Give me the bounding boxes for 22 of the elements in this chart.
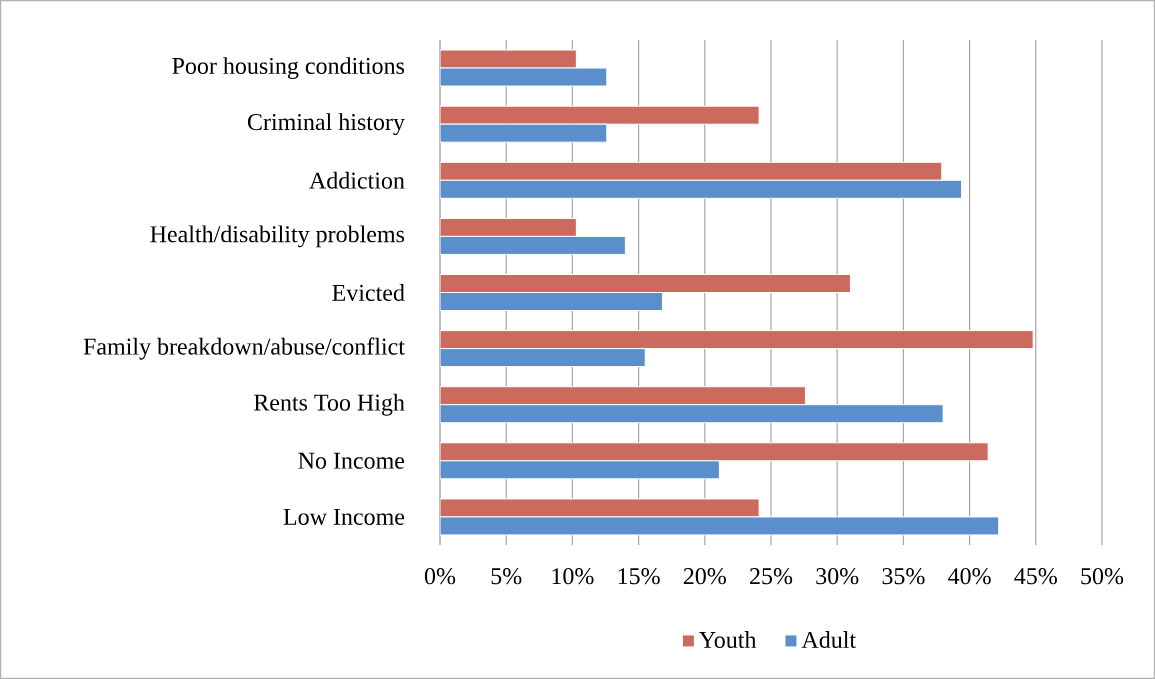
- y-tick-label: Addiction: [309, 171, 405, 189]
- x-tick-label: 15%: [618, 568, 660, 585]
- y-tick-label: Criminal history: [247, 113, 405, 136]
- x-tick-label: 25%: [750, 568, 793, 585]
- y-tick-label: Family breakdown/abuse/conflict: [83, 337, 405, 360]
- y-tick-label: No Income: [298, 452, 405, 469]
- x-tick-label: 50%: [1081, 568, 1124, 585]
- x-tick-label: 5%: [491, 568, 522, 585]
- x-tick-label: 40%: [948, 568, 991, 585]
- y-tick-label: Health/disability problems: [150, 225, 405, 248]
- x-tick-label: 30%: [816, 568, 859, 585]
- y-tick-label: Evicted: [332, 284, 405, 301]
- x-tick-label: 0%: [424, 568, 456, 585]
- x-tick-label: 45%: [1014, 568, 1057, 585]
- legend-label: Youth: [699, 631, 757, 648]
- x-tick-label: 10%: [552, 568, 594, 585]
- y-tick-label: Poor housing conditions: [172, 57, 405, 79]
- y-tick-label: Rents Too High: [253, 393, 405, 416]
- y-tick-label: Low Income: [283, 508, 405, 525]
- x-tick-label: 20%: [683, 568, 726, 585]
- legend-label: Adult: [801, 631, 856, 648]
- x-tick-label: 35%: [882, 568, 925, 585]
